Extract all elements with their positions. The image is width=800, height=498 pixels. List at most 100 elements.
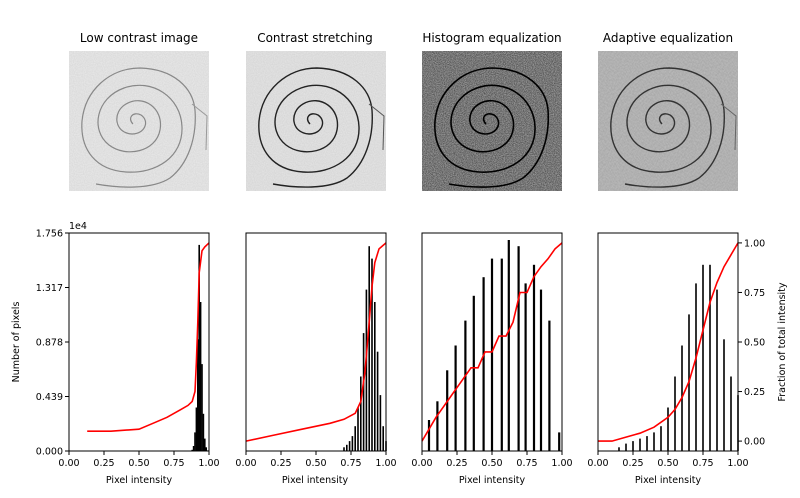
y-axis-label-left: Number of pixels <box>11 302 22 383</box>
histogram-bar <box>348 441 351 451</box>
x-tick-label: 0.25 <box>622 458 643 469</box>
histogram-bar <box>464 320 467 451</box>
histogram-bar <box>632 441 634 451</box>
histogram-panels: 0.00 0.25 0.50 0.75 1.00 0.000 0.439 0.878 1.317… <box>36 229 765 470</box>
histogram-panel-2: 0.00 0.25 0.50 0.75 1.00 <box>235 232 397 469</box>
histogram-bar <box>368 246 370 451</box>
y-offset-label: 1e4 <box>69 221 87 232</box>
histogram-bar <box>427 420 431 451</box>
histogram-bar <box>191 449 193 451</box>
histogram-bar <box>379 395 382 451</box>
histogram-bar <box>194 432 196 451</box>
x-tick-label: 1.00 <box>198 458 219 469</box>
image-low-contrast <box>69 51 209 191</box>
image-histogram-equalization <box>422 51 562 191</box>
x-axis-label-4: Pixel intensity <box>635 475 702 486</box>
x-tick-label: 1.00 <box>375 458 396 469</box>
x-tick-label: 0.75 <box>692 458 713 469</box>
x-tick-label: 0.25 <box>270 458 291 469</box>
image-contrast-stretching <box>246 51 386 191</box>
x-tick-label: 0.25 <box>93 458 114 469</box>
y-tick-label: 0.000 <box>36 447 63 458</box>
x-tick-label: 0.50 <box>305 458 326 469</box>
histogram-bar <box>548 320 551 451</box>
x-tick-label: 0.00 <box>58 458 79 469</box>
histogram-bar <box>539 289 543 451</box>
histogram-bar <box>709 264 711 451</box>
histogram-bar <box>446 370 449 451</box>
histogram-bar <box>517 246 520 451</box>
y-tick-label: 1.317 <box>36 283 63 294</box>
histogram-bar <box>351 436 354 451</box>
x-tick-label: 0.50 <box>128 458 149 469</box>
image-adaptive-equalization <box>598 51 738 191</box>
histogram-bar <box>667 407 669 451</box>
x-tick-label: 1.00 <box>551 458 572 469</box>
histogram-panel-3: 0.00 0.25 0.50 0.75 1.00 <box>411 232 573 469</box>
cdf-line <box>245 242 387 442</box>
y2-tick-label: 0.25 <box>744 387 765 398</box>
histogram-bar <box>195 407 198 451</box>
histogram-bar <box>371 258 373 451</box>
y-axis-label-right: Fraction of total intensity <box>777 282 788 401</box>
histogram-bar <box>201 364 203 451</box>
histogram-panel-4: 0.00 0.25 0.50 0.75 1.00 0.00 0.25 0.50 0.75 1.00 <box>587 232 765 469</box>
histogram-bar <box>354 426 356 451</box>
histogram-bar <box>500 258 503 451</box>
histogram-bar <box>204 438 206 451</box>
y2-tick-label: 0.75 <box>744 288 765 299</box>
histogram-bar <box>702 264 704 451</box>
histogram-bar <box>198 244 200 451</box>
histogram-bar <box>199 302 202 451</box>
histogram-bar <box>365 289 368 451</box>
histogram-bar <box>490 258 494 451</box>
histogram-bar <box>382 426 384 451</box>
histogram-bar <box>532 264 536 451</box>
histogram-panel-1: 0.00 0.25 0.50 0.75 1.00 0.000 0.439 0.878 1.317… <box>36 229 220 470</box>
histogram-bar <box>192 446 195 451</box>
histogram-bar <box>695 283 697 451</box>
x-axis-label-3: Pixel intensity <box>459 475 526 486</box>
x-axis-label-1: Pixel intensity <box>106 475 173 486</box>
y2-tick-label: 1.00 <box>744 238 765 249</box>
x-tick-label: 0.25 <box>446 458 467 469</box>
histogram-bar <box>482 277 485 451</box>
x-tick-label: 0.00 <box>587 458 608 469</box>
histogram-bar <box>205 447 207 451</box>
x-tick-label: 0.00 <box>411 458 432 469</box>
panel-title-1: Low contrast image <box>80 31 198 45</box>
histogram-bar <box>723 339 725 451</box>
panel-title-4: Adaptive equalization <box>603 31 733 45</box>
axes-frame <box>245 232 387 452</box>
x-tick-label: 0.00 <box>235 458 256 469</box>
histogram-bar <box>454 345 457 451</box>
histogram-bar <box>472 295 475 451</box>
y-tick-label: 0.439 <box>36 392 63 403</box>
histogram-bar <box>653 432 655 451</box>
panel-title-2: Contrast stretching <box>257 31 373 45</box>
panel-title-3: Histogram equalization <box>422 31 561 45</box>
histogram-bar <box>625 443 627 451</box>
histogram-bar <box>730 376 732 451</box>
histogram-bar <box>376 351 379 451</box>
axes-frame <box>68 232 210 452</box>
x-tick-label: 0.75 <box>340 458 361 469</box>
y2-tick-label: 0.00 <box>744 437 765 448</box>
histogram-bar <box>674 376 676 451</box>
cdf-line <box>598 242 739 442</box>
histogram-bar <box>197 339 199 451</box>
x-axis-label-2: Pixel intensity <box>282 475 349 486</box>
x-tick-label: 1.00 <box>727 458 748 469</box>
histogram-bar <box>716 289 718 451</box>
cdf-line <box>421 242 563 442</box>
y-tick-label: 0.878 <box>36 338 63 349</box>
histogram-bar <box>558 432 561 451</box>
histogram-bar <box>524 283 527 451</box>
histogram-bar <box>507 240 510 451</box>
histogram-bar <box>374 302 376 451</box>
histogram-bar <box>357 407 359 451</box>
x-tick-label: 0.50 <box>481 458 502 469</box>
histogram-bar <box>639 438 641 451</box>
histogram-bar <box>346 444 348 451</box>
